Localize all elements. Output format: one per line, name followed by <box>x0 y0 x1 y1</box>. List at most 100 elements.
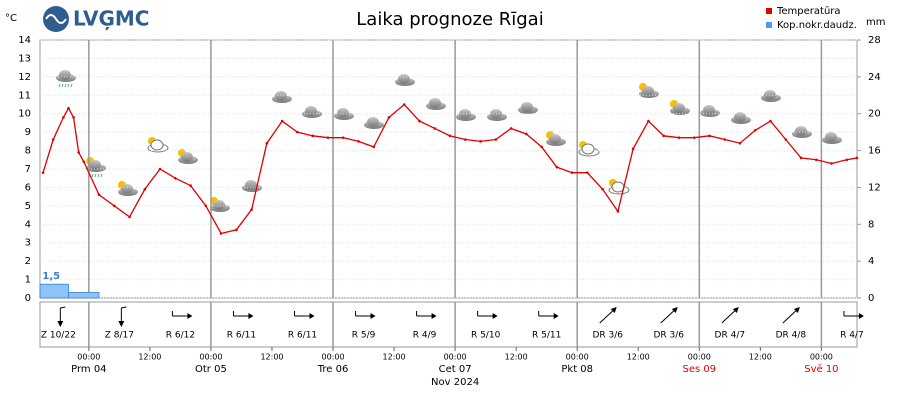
weather-icon <box>670 100 690 115</box>
weather-icon <box>118 181 138 196</box>
cloud <box>89 160 101 170</box>
temperature-point <box>311 134 314 138</box>
temperature-point <box>509 127 513 130</box>
weather-icon <box>272 91 292 103</box>
temperature-point <box>72 116 75 119</box>
cloud <box>795 126 807 136</box>
temperature-point <box>433 127 437 130</box>
temperature-point <box>62 116 65 119</box>
temperature-point <box>77 151 80 154</box>
rain <box>70 83 73 88</box>
x-tick-label: 12:00 <box>627 353 650 362</box>
weather-icon <box>700 105 720 117</box>
temperature-point <box>799 156 803 160</box>
cloud <box>642 86 654 96</box>
cloud <box>581 143 595 155</box>
temperature-point <box>708 134 711 138</box>
temperature-point <box>51 138 55 141</box>
temperature-point <box>250 208 253 211</box>
arrow-head <box>793 307 800 313</box>
temperature-point <box>540 145 543 149</box>
y2-unit: mm <box>866 17 885 28</box>
rain <box>100 173 103 178</box>
cloud <box>213 200 225 210</box>
y2-tick-label: 8 <box>868 219 874 230</box>
y-tick-label: 2 <box>25 256 31 267</box>
weather-icon <box>56 70 76 88</box>
wind-label: DR 3/6 <box>654 331 685 341</box>
temperature-point <box>326 136 330 139</box>
x-tick-label: 12:00 <box>749 353 772 362</box>
chart-title: Laika prognoze Rīgai <box>356 9 543 30</box>
cloud <box>150 139 164 151</box>
legend-swatch <box>766 8 772 14</box>
arrow-head <box>370 313 376 319</box>
cloud <box>367 117 379 127</box>
legend-label: Kop.nokr.daudz. <box>777 20 857 31</box>
arrow-head <box>671 307 678 313</box>
weather-icon <box>456 109 476 121</box>
arrow-head <box>57 321 64 327</box>
wind-arrow <box>538 311 559 319</box>
temperature-point <box>174 176 177 180</box>
wind-arrow <box>599 307 617 324</box>
wind-label: Z 8/17 <box>105 331 134 341</box>
temperature-point <box>586 171 589 174</box>
wind-arrow <box>782 307 800 324</box>
wind-label: DR 3/6 <box>592 331 623 341</box>
temperature-point <box>82 160 86 163</box>
temperature-point <box>402 103 406 106</box>
wind-label: R 6/11 <box>288 331 317 341</box>
temperature-point <box>738 141 742 145</box>
wind-arrow <box>416 311 437 319</box>
rain <box>94 173 97 178</box>
temperature-point <box>41 171 45 174</box>
arrow-barb <box>60 306 66 309</box>
legend-swatch <box>766 22 772 28</box>
month-label: Nov 2024 <box>431 377 479 388</box>
y2-tick-label: 0 <box>868 293 874 304</box>
y2-tick-label: 20 <box>868 109 881 120</box>
day-label: Cet 07 <box>439 364 472 375</box>
weather-icon <box>147 137 169 153</box>
temperature-point <box>784 138 788 141</box>
temperature-point <box>830 162 833 165</box>
arrow-head <box>553 313 559 319</box>
wind-arrow <box>293 311 315 319</box>
day-label: Svē 10 <box>804 364 838 375</box>
temperature-point <box>570 171 574 174</box>
wind-arrow <box>843 311 864 319</box>
arrow-shaft <box>599 308 616 324</box>
weather-icon <box>578 141 600 157</box>
arrow-head <box>492 313 498 319</box>
cloud <box>337 108 349 118</box>
temperature-point <box>97 193 101 197</box>
temperature-point <box>128 215 131 219</box>
temperature-point <box>463 138 467 141</box>
temperature-point <box>723 138 727 141</box>
weather-icon <box>178 149 198 164</box>
cloud <box>59 70 71 80</box>
y-tick-label: 9 <box>25 127 31 138</box>
y2-tick-label: 24 <box>868 72 881 83</box>
arrow-shaft <box>721 308 738 324</box>
y-tick-label: 12 <box>18 72 31 83</box>
wind-arrow <box>355 311 376 319</box>
cloud <box>459 109 471 119</box>
temperature-point <box>647 119 650 123</box>
temperature-point <box>112 204 116 208</box>
x-tick-label: 12:00 <box>505 353 528 362</box>
x-tick-label: 12:00 <box>260 353 283 362</box>
y-tick-label: 6 <box>25 182 31 193</box>
cloud <box>673 103 685 113</box>
y-tick-label: 5 <box>25 201 31 212</box>
logo: LVĢMC <box>43 6 149 32</box>
wind-arrow <box>721 307 739 324</box>
rain <box>64 83 67 88</box>
temperature-point <box>601 187 604 191</box>
cloud <box>305 106 317 116</box>
wind-label: R 5/9 <box>352 331 376 341</box>
x-tick-label: 12:00 <box>138 353 161 362</box>
temperature-point <box>158 167 162 171</box>
arrow-head <box>732 307 739 313</box>
